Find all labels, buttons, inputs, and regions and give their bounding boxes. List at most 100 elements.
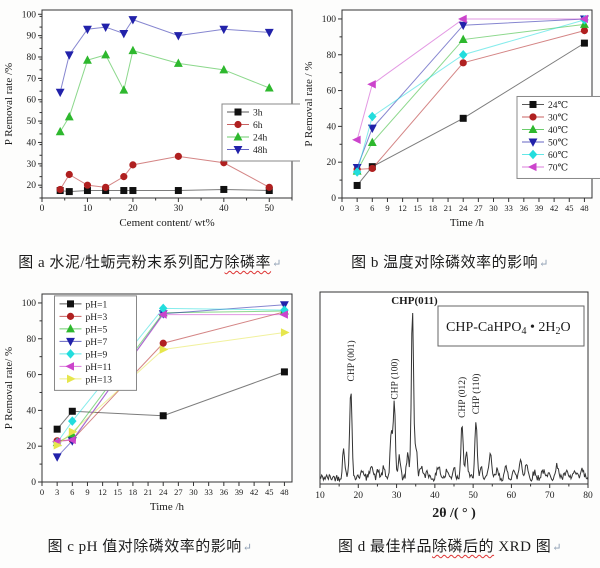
triangle-up-marker (101, 49, 111, 59)
triangle-up-marker (66, 324, 75, 333)
legend-label: pH=7 (86, 338, 108, 348)
legend-label: 30℃ (548, 113, 569, 123)
caption-d: 图 d 最佳样品除磷后的 XRD 图↵ (300, 535, 600, 556)
triangle-right-marker (68, 427, 78, 437)
diamond-marker (458, 50, 468, 60)
legend-label: 70℃ (548, 163, 569, 173)
series-6h (56, 152, 273, 194)
x-tick-label: 60 (507, 491, 517, 501)
y-tick-label: 0 (31, 478, 36, 488)
x-axis-label: Time /h (150, 501, 185, 513)
legend-label: 48h (253, 146, 268, 156)
x-tick-label: 24 (159, 487, 168, 497)
triangle-right-marker (159, 345, 169, 354)
x-tick-label: 30 (392, 491, 402, 501)
x-tick-label: 33 (504, 203, 513, 213)
paragraph-mark-icon: ↵ (539, 258, 549, 270)
square-marker (65, 188, 73, 196)
figure-cell-c: 0 3 6 9 12 15 18 21 24 27 30 33 36 39 42 45 48 0 20 40 60 80 1… (0, 284, 300, 568)
legend-label: pH=9 (86, 350, 108, 360)
x-tick-label: 45 (565, 203, 574, 213)
legend-box: 3h 6h 24h 48h (221, 103, 300, 162)
x-tick-label: 30 (489, 203, 498, 213)
legend-label: 50℃ (548, 138, 569, 148)
triangle-up-marker (173, 58, 183, 67)
x-tick-label: 27 (474, 203, 483, 213)
figure-cell-d: 10 20 30 40 50 60 70 80 2θ /( ° ) CHP (001) CHP (1… (300, 284, 600, 568)
y-axis-label: P Removal rate /% (3, 63, 15, 145)
triangle-right-marker (280, 328, 290, 337)
triangle-down-marker (528, 138, 538, 147)
caption-c: 图 c pH 值对除磷效率的影响↵ (0, 535, 300, 556)
caption-b-text: 图 b 温度对除磷效率的影响 (351, 255, 539, 271)
triangle-up-marker (233, 132, 243, 141)
triangle-left-marker (458, 14, 467, 24)
caption-a: 图 a 水泥/牡蛎壳粉末系列配方除磷率↵ (0, 251, 300, 272)
legend-label: 24℃ (548, 101, 569, 111)
x-tick-label: 15 (114, 487, 123, 497)
diamond-marker (352, 167, 362, 177)
y-axis-label: P Removal rate/ % (3, 347, 15, 429)
triangle-left-marker (527, 162, 537, 172)
y-tick-label: 30 (27, 160, 37, 170)
x-tick-label: 30 (189, 487, 198, 497)
x-tick-label: 12 (98, 487, 107, 497)
triangle-up-marker (528, 124, 538, 133)
caption-d-text-post: XRD 图 (494, 539, 552, 555)
x-tick-label: 15 (414, 203, 423, 213)
x-tick-label: 0 (40, 487, 44, 497)
x-tick-label: 27 (174, 487, 183, 497)
triangle-down-marker (101, 23, 111, 32)
caption-d-text: 图 d 最佳样品 (338, 539, 433, 555)
triangle-left-marker (352, 135, 361, 145)
square-marker (220, 185, 228, 193)
diamond-marker (66, 349, 75, 359)
x-tick-label: 21 (144, 487, 153, 497)
y-tick-label: 20 (327, 158, 337, 168)
y-tick-label: 60 (327, 87, 337, 97)
triangle-down-marker (279, 301, 289, 310)
x-tick-label: 48 (580, 203, 589, 213)
y-tick-label: 100 (22, 299, 37, 309)
x-tick-label: 6 (70, 487, 74, 497)
y-tick-label: 20 (27, 442, 37, 452)
triangle-left-marker (579, 14, 588, 24)
square-marker (529, 100, 537, 108)
circle-marker (159, 339, 167, 347)
square-marker (68, 407, 76, 415)
circle-marker (459, 59, 467, 67)
x-tick-label: 24 (459, 203, 468, 213)
y-tick-label: 80 (27, 335, 37, 345)
x-tick-label: 70 (545, 491, 555, 501)
x-axis-label: Time /h (450, 217, 485, 229)
triangle-left-marker (65, 362, 74, 371)
x-tick-label: 6 (370, 203, 374, 213)
x-tick-label: 20 (354, 491, 364, 501)
square-marker (234, 108, 242, 116)
x-tick-label: 12 (398, 203, 407, 213)
circle-marker (102, 183, 110, 191)
x-tick-label: 36 (520, 203, 529, 213)
legend-label: pH=3 (86, 313, 108, 323)
x-tick-label: 18 (129, 487, 138, 497)
circle-marker (234, 120, 242, 129)
x-tick-label: 39 (235, 487, 244, 497)
square-marker (53, 425, 61, 433)
triangle-down-marker (83, 25, 92, 35)
x-tick-label: 40 (430, 491, 440, 501)
triangle-down-marker (52, 453, 62, 462)
triangle-down-marker (66, 337, 75, 347)
axes: 0 3 6 9 12 15 18 21 24 27 30 33 36 39 42 45 480204060801… (22, 299, 289, 497)
circle-marker (368, 164, 376, 173)
x-tick-label: 42 (250, 487, 259, 497)
square-marker (67, 300, 74, 308)
diamond-marker (528, 149, 538, 160)
y-tick-label: 40 (327, 122, 337, 132)
triangle-down-marker (119, 30, 129, 39)
triangle-down-marker (173, 32, 183, 41)
y-tick-label: 100 (322, 15, 337, 25)
diamond-marker (68, 416, 77, 426)
y-tick-label: 90 (27, 32, 37, 42)
legend-label: pH=5 (86, 325, 108, 335)
series-70℃ (352, 14, 588, 145)
